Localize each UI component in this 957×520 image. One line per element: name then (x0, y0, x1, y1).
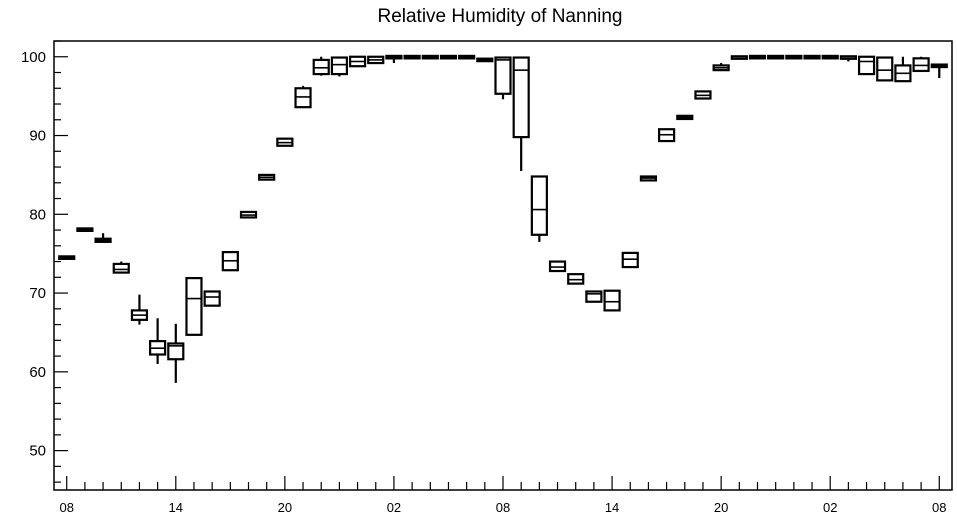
x-tick-label: 02 (387, 500, 401, 515)
box-item (803, 54, 821, 60)
y-axis: 50 60 70 80 90 100 (21, 40, 68, 483)
box-item (294, 85, 312, 109)
box-item (512, 56, 530, 171)
box-item (403, 54, 421, 60)
box-item (239, 210, 258, 219)
box-body (112, 262, 130, 274)
box-item (767, 54, 785, 60)
box-item (421, 54, 439, 60)
box-body (857, 55, 876, 76)
box-item (548, 260, 567, 273)
box-item (367, 55, 385, 65)
box-item (258, 173, 276, 181)
box-body (876, 56, 894, 82)
x-tick-label: 14 (169, 500, 183, 515)
box-item (712, 63, 730, 72)
box-item (494, 56, 512, 100)
x-tick-label: 20 (278, 500, 292, 515)
y-tick-label: 90 (29, 128, 46, 145)
box-item (58, 255, 76, 260)
box-item (821, 54, 839, 60)
box-item (585, 290, 603, 303)
x-axis: 08 14 20 02 08 14 20 02 08 (59, 476, 947, 515)
chart-title: Relative Humidity of Nanning (377, 6, 622, 27)
box-body (603, 289, 621, 312)
box-series (58, 54, 948, 383)
box-item (676, 114, 694, 121)
box-item (930, 63, 948, 79)
box-item (912, 56, 930, 73)
box-item (112, 261, 130, 274)
box-item (857, 55, 876, 76)
x-tick-label: 02 (823, 500, 837, 515)
box-item (312, 56, 330, 76)
x-tick-label: 20 (714, 500, 728, 515)
box-item (839, 55, 857, 62)
box-item (130, 294, 149, 325)
y-tick-label: 70 (29, 285, 46, 302)
box-body (330, 56, 348, 76)
box-item (876, 56, 894, 82)
box-item (694, 90, 712, 100)
box-item (748, 54, 767, 60)
box-item (221, 251, 239, 272)
x-tick-label: 08 (59, 500, 73, 515)
box-item (785, 54, 803, 60)
box-item (476, 57, 494, 63)
box-item (76, 227, 94, 233)
box-item (185, 277, 203, 336)
x-tick-label: 14 (605, 500, 619, 515)
box-item (330, 56, 348, 77)
box-item (621, 251, 639, 269)
y-tick-label: 50 (29, 443, 46, 460)
box-body (167, 342, 185, 361)
x-tick-label: 08 (496, 500, 510, 515)
y-tick-label: 60 (29, 364, 46, 381)
box-body (530, 175, 548, 236)
box-item (567, 273, 585, 285)
box-item (603, 289, 621, 312)
box-item (149, 318, 167, 364)
box-item (276, 137, 294, 147)
box-item (94, 233, 112, 243)
box-body (512, 56, 530, 139)
box-item (167, 323, 185, 383)
box-item (203, 290, 221, 307)
box-item (639, 175, 658, 182)
box-item (730, 55, 748, 60)
box-item (894, 56, 912, 83)
box-body (203, 290, 221, 307)
y-tick-label: 100 (21, 49, 46, 66)
plot-frame (53, 40, 953, 491)
box-body (185, 277, 203, 336)
y-tick-label: 80 (29, 206, 46, 223)
box-body (585, 290, 603, 303)
box-item (439, 54, 458, 60)
x-tick-label: 08 (932, 500, 946, 515)
box-body (494, 56, 512, 95)
box-item (530, 175, 548, 242)
box-item (658, 128, 676, 143)
box-item (385, 54, 403, 64)
box-item (458, 54, 476, 60)
box-item (348, 55, 367, 68)
